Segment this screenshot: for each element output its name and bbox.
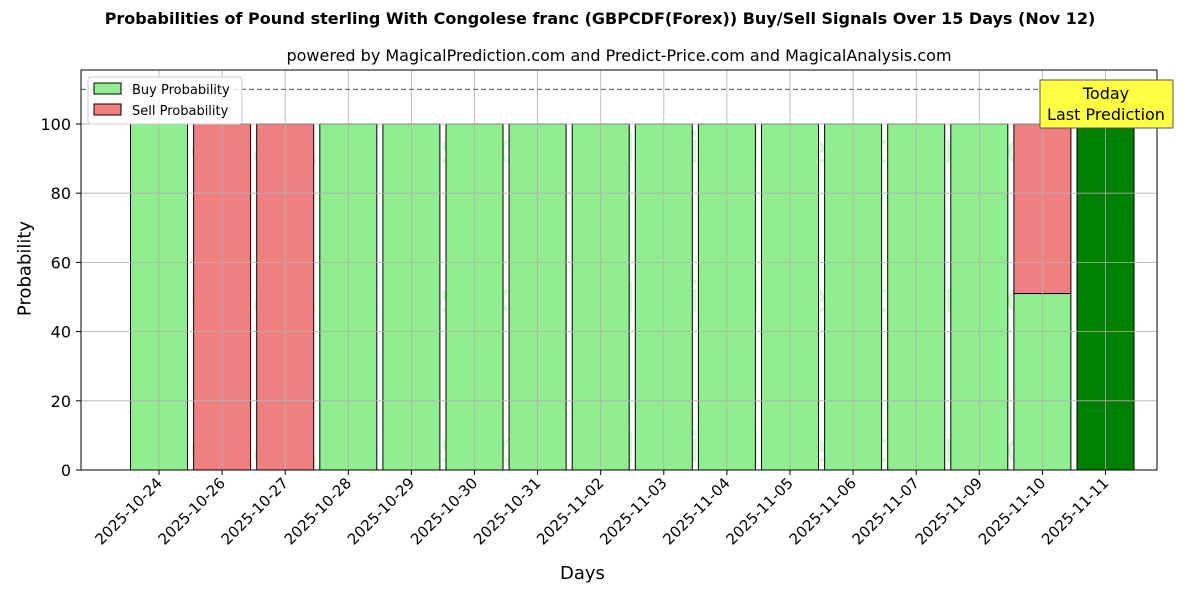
x-tick-label: 2025-11-03 — [596, 474, 670, 548]
y-axis-label: Probability — [14, 220, 36, 317]
y-tick-label: 80 — [51, 184, 71, 203]
x-tick-label: 2025-10-31 — [470, 474, 544, 548]
chart-title: Probabilities of Pound sterling With Con… — [104, 9, 1096, 28]
x-tick-label: 2025-10-28 — [281, 474, 355, 548]
y-tick-label: 100 — [40, 115, 71, 134]
x-tick-label: 2025-11-02 — [533, 474, 607, 548]
legend-box — [87, 76, 243, 125]
chart-subtitle: powered by MagicalPrediction.com and Pre… — [286, 46, 952, 65]
plot-frame — [80, 69, 1158, 471]
x-tick-label: 2025-11-10 — [975, 474, 1049, 548]
x-tick-label: 2025-10-29 — [344, 474, 418, 548]
legend-swatch — [93, 103, 122, 116]
x-tick-label: 2025-11-06 — [786, 474, 860, 548]
legend-swatch — [93, 82, 122, 95]
x-tick-label: 2025-11-04 — [659, 474, 733, 548]
y-tick-label: 20 — [51, 392, 71, 411]
y-tick-label: 40 — [51, 323, 71, 342]
x-tick-label: 2025-11-07 — [849, 474, 923, 548]
x-tick-label: 2025-11-11 — [1038, 474, 1112, 548]
x-tick-label: 2025-10-26 — [155, 474, 229, 548]
x-tick-label: 2025-10-27 — [218, 474, 292, 548]
today-annotation-box — [1039, 79, 1174, 129]
legend-label: Buy Probability — [132, 83, 230, 98]
x-tick-label: 2025-11-09 — [912, 474, 986, 548]
today-annotation-text: Today — [1082, 84, 1129, 103]
x-tick-label: 2025-10-30 — [407, 474, 481, 548]
x-tick-label: 2025-11-05 — [722, 474, 796, 548]
y-tick-label: 60 — [51, 253, 71, 272]
today-annotation-text: Last Prediction — [1047, 105, 1165, 124]
x-tick-label: 2025-10-24 — [91, 474, 165, 548]
x-axis-label: Days — [560, 563, 605, 584]
y-tick-label: 0 — [61, 461, 71, 480]
legend-label: Sell Probability — [132, 104, 229, 119]
